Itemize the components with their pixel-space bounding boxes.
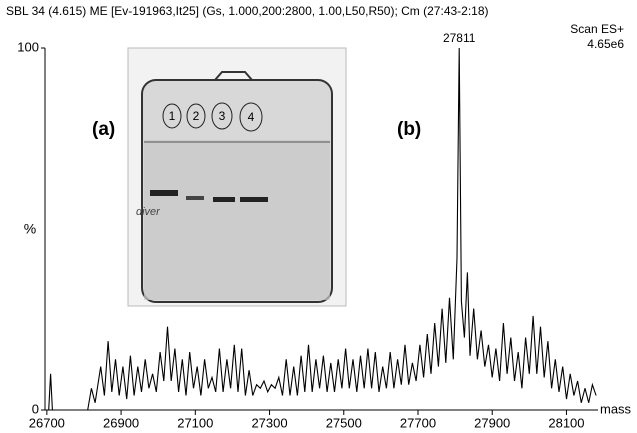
lane-label: 2 [193, 109, 200, 123]
gel-band [213, 197, 235, 202]
gel-band [150, 190, 178, 196]
spectrum-line [48, 47, 597, 411]
x-tick-label: 27700 [400, 415, 436, 430]
lane-label: 4 [248, 110, 255, 124]
chart-title: SBL 34 (4.615) ME [Ev-191963,It25] (Gs, … [6, 4, 489, 18]
lane-circle [162, 103, 182, 129]
x-tick-label: 27100 [177, 415, 213, 430]
lane-label: 1 [169, 109, 176, 123]
x-axis-label: mass [600, 401, 632, 416]
gel-notch [214, 71, 253, 81]
gel-band [186, 196, 204, 200]
lane-label: 3 [219, 109, 226, 123]
lane-circle [186, 103, 206, 129]
gel-band [240, 197, 268, 202]
x-tick-label: 27300 [251, 415, 287, 430]
gel-inset: 1 2 3 4 diver [127, 47, 347, 307]
annotation: (a) [92, 119, 115, 140]
x-tick-label: 27500 [326, 415, 362, 430]
lane-circle [239, 102, 263, 132]
scan-mode: Scan ES+ [570, 22, 624, 36]
annotation: (b) [397, 119, 421, 140]
y-tick-label: 100 [17, 39, 39, 54]
x-tick-label: 26700 [29, 415, 65, 430]
y-tick-label: 0 [32, 401, 39, 416]
x-tick-label: 26900 [103, 415, 139, 430]
peak-label: 27811 [443, 31, 476, 45]
intensity: 4.65e6 [587, 37, 624, 51]
lane-circle [211, 102, 233, 130]
y-axis-label: % [24, 221, 36, 237]
x-tick-label: 28100 [548, 415, 584, 430]
gel-note: diver [136, 206, 161, 218]
x-tick-label: 27900 [474, 415, 510, 430]
gel-lower [144, 140, 330, 300]
